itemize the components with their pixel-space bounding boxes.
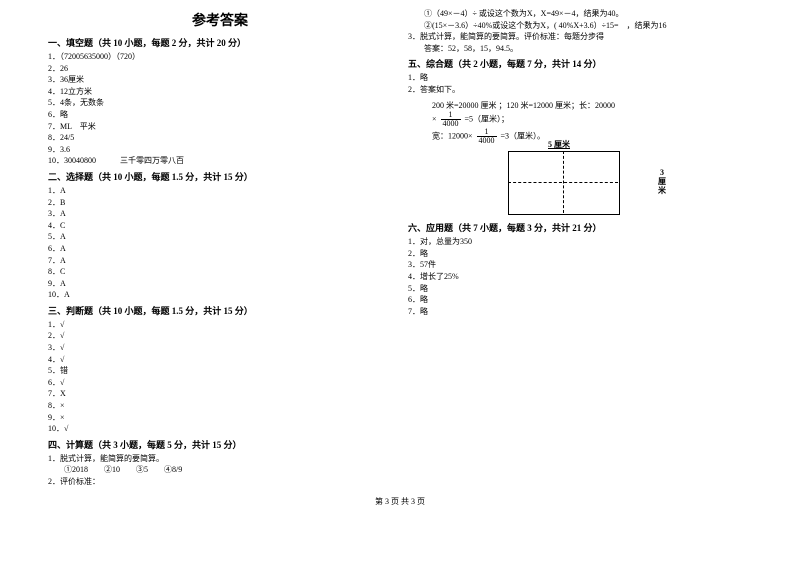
section-6-heading: 六、应用题（共 7 小题，每题 3 分，共计 21 分） [408, 221, 752, 234]
s2-item: 8．C [48, 266, 392, 278]
s3-item: 3．√ [48, 342, 392, 354]
r-top-line: 答案：52，58，15，94.5。 [408, 43, 752, 55]
s2-item: 2．B [48, 197, 392, 209]
s1-item: 6．略 [48, 109, 392, 121]
s2-item: 10．A [48, 289, 392, 301]
s2-item: 3．A [48, 208, 392, 220]
s2-item: 1．A [48, 185, 392, 197]
s3-item: 6．√ [48, 377, 392, 389]
s1-item: 2．26 [48, 63, 392, 75]
s5-math-line: 宽：12000× 14000 =3（厘米）。 [432, 128, 752, 145]
s3-item: 7．X [48, 388, 392, 400]
frac-den: 4000 [441, 120, 461, 128]
s4-item: ①2018 ②10 ③5 ④8/9 [48, 464, 392, 476]
s4-item: 1．脱式计算，能简算的要简算。 [48, 453, 392, 465]
s3-item: 1．√ [48, 319, 392, 331]
s6-item: 6．略 [408, 294, 752, 306]
s1-item: 5．4条，无数条 [48, 97, 392, 109]
rectangle [508, 151, 620, 215]
s5-item: 1．略 [408, 72, 752, 84]
s2-item: 5．A [48, 231, 392, 243]
fraction: 14000 [441, 111, 461, 128]
s6-item: 2．略 [408, 248, 752, 260]
s1-item: 9．3.6 [48, 144, 392, 156]
frac-den: 4000 [477, 137, 497, 145]
dash-v [563, 151, 564, 213]
s5-item: 2．答案如下。 [408, 84, 752, 96]
s5-math-line: 200 米=20000 厘米 ；120 米=12000 厘米；长：20000 [432, 100, 752, 112]
s1-item: 7．ML 平米 [48, 121, 392, 133]
s6-item: 3．57件 [408, 259, 752, 271]
s2-item: 7．A [48, 255, 392, 267]
s2-item: 4．C [48, 220, 392, 232]
math-text: =3（厘米）。 [501, 132, 546, 141]
rect-r3: 米 [658, 187, 666, 196]
s1-item: 10．30040800 三千零四万零八百 [48, 155, 392, 167]
page: 参考答案 一、填空题（共 10 小题，每题 2 分，共计 20 分） 1．（72… [0, 0, 800, 492]
r-top-line: 3．脱式计算，能简算的要简算。评价标准：每题分步得 [408, 31, 752, 43]
s3-item: 5．错 [48, 365, 392, 377]
page-footer: 第 3 页 共 3 页 [0, 496, 800, 507]
rect-label-top: 5 厘米 [548, 139, 570, 150]
left-column: 参考答案 一、填空题（共 10 小题，每题 2 分，共计 20 分） 1．（72… [40, 8, 400, 488]
s1-item: 1．（72005635000）（720） [48, 51, 392, 63]
s1-item: 8．24/5 [48, 132, 392, 144]
section-5-heading: 五、综合题（共 2 小题，每题 7 分，共计 14 分） [408, 57, 752, 70]
s3-item: 8．× [48, 400, 392, 412]
s5-math-line: × 14000 =5（厘米）； [432, 111, 752, 128]
section-4-heading: 四、计算题（共 3 小题，每题 5 分，共计 15 分） [48, 438, 392, 451]
math-text: × [432, 115, 437, 124]
section-3-heading: 三、判断题（共 10 小题，每题 1.5 分，共计 15 分） [48, 304, 392, 317]
section-2-heading: 二、选择题（共 10 小题，每题 1.5 分，共计 15 分） [48, 170, 392, 183]
fraction: 14000 [477, 128, 497, 145]
right-column: ①（49×－4）÷ 或设这个数为X，X=49×－4，结果为40。 ②(15×－3… [400, 8, 760, 488]
math-text: 200 米=20000 厘米 ；120 米=12000 厘米；长：20000 [432, 101, 615, 110]
math-text: 宽：12000× [432, 132, 473, 141]
s1-item: 3．36厘米 [48, 74, 392, 86]
page-title: 参考答案 [48, 10, 392, 30]
rect-label-right: 3 厘 米 [658, 169, 666, 195]
s3-item: 2．√ [48, 330, 392, 342]
s3-item: 4．√ [48, 354, 392, 366]
s4-item: 2．评价标准： [48, 476, 392, 488]
rectangle-diagram: 5 厘米 3 厘 米 [508, 151, 648, 215]
s3-item: 10．√ [48, 423, 392, 435]
r-top-line: ①（49×－4）÷ 或设这个数为X，X=49×－4，结果为40。 [408, 8, 752, 20]
r-top-line: ②(15×－3.6）÷40%或设这个数为X，( 40%X+3.6）÷15= ，结… [408, 20, 752, 32]
s6-item: 5．略 [408, 283, 752, 295]
s1-item: 4．12立方米 [48, 86, 392, 98]
s6-item: 1．对，总量为350 [408, 236, 752, 248]
s6-item: 7．略 [408, 306, 752, 318]
section-1-heading: 一、填空题（共 10 小题，每题 2 分，共计 20 分） [48, 36, 392, 49]
s3-item: 9．× [48, 412, 392, 424]
s2-item: 6．A [48, 243, 392, 255]
s6-item: 4．增长了25% [408, 271, 752, 283]
math-text: =5（厘米）； [465, 115, 510, 124]
s2-item: 9．A [48, 278, 392, 290]
